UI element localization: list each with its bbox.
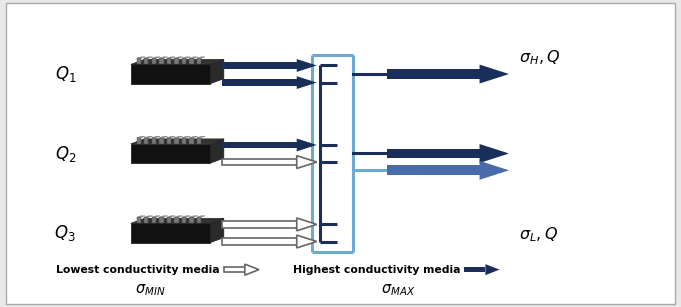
Bar — [464, 267, 486, 273]
Bar — [221, 79, 297, 86]
Polygon shape — [167, 216, 175, 217]
Polygon shape — [152, 57, 160, 58]
Polygon shape — [297, 76, 317, 89]
Polygon shape — [159, 57, 168, 58]
Bar — [189, 217, 193, 223]
Bar — [197, 58, 201, 64]
Bar — [221, 142, 297, 148]
Bar — [182, 217, 186, 223]
Bar — [144, 217, 148, 223]
Bar — [221, 221, 297, 227]
Polygon shape — [131, 139, 224, 144]
Polygon shape — [182, 216, 190, 217]
Polygon shape — [144, 57, 153, 58]
Polygon shape — [479, 64, 509, 84]
Text: $Q_2$: $Q_2$ — [54, 143, 76, 164]
Polygon shape — [174, 136, 183, 138]
Polygon shape — [174, 216, 183, 217]
Bar — [152, 217, 156, 223]
Text: $\sigma_{MIN}$: $\sigma_{MIN}$ — [135, 282, 165, 298]
Polygon shape — [297, 59, 317, 72]
Polygon shape — [197, 136, 205, 138]
Text: $\sigma_{MAX}$: $\sigma_{MAX}$ — [381, 282, 415, 298]
Polygon shape — [137, 57, 145, 58]
Polygon shape — [297, 156, 317, 169]
Bar — [189, 138, 193, 144]
Bar — [137, 138, 141, 144]
Polygon shape — [159, 136, 168, 138]
Polygon shape — [210, 60, 224, 84]
Text: $\sigma_H,Q$: $\sigma_H,Q$ — [519, 48, 560, 67]
Bar — [174, 58, 178, 64]
Bar — [167, 138, 171, 144]
Bar — [221, 159, 297, 165]
Polygon shape — [479, 161, 509, 180]
Polygon shape — [189, 136, 197, 138]
Polygon shape — [297, 218, 317, 231]
Polygon shape — [297, 138, 317, 151]
Bar — [152, 138, 156, 144]
Polygon shape — [137, 216, 145, 217]
Bar — [197, 138, 201, 144]
Bar — [167, 217, 171, 223]
Bar — [131, 144, 210, 163]
Bar — [387, 165, 479, 175]
Bar — [144, 138, 148, 144]
Polygon shape — [210, 139, 224, 163]
Bar — [159, 58, 163, 64]
Polygon shape — [479, 144, 509, 163]
Bar — [152, 58, 156, 64]
Bar — [223, 267, 244, 272]
Bar — [144, 58, 148, 64]
Bar — [182, 58, 186, 64]
Text: $Q_3$: $Q_3$ — [54, 223, 76, 243]
Polygon shape — [152, 216, 160, 217]
Polygon shape — [486, 264, 500, 275]
Polygon shape — [189, 216, 197, 217]
Bar — [174, 217, 178, 223]
Polygon shape — [159, 216, 168, 217]
Polygon shape — [167, 57, 175, 58]
Bar — [387, 149, 479, 158]
Text: $\sigma_L,Q$: $\sigma_L,Q$ — [519, 225, 558, 244]
Polygon shape — [152, 136, 160, 138]
Polygon shape — [144, 216, 153, 217]
Polygon shape — [137, 136, 145, 138]
Bar — [167, 58, 171, 64]
Bar — [159, 217, 163, 223]
Bar — [197, 217, 201, 223]
Text: Lowest conductivity media: Lowest conductivity media — [56, 265, 219, 275]
Polygon shape — [131, 218, 224, 223]
Polygon shape — [144, 136, 153, 138]
Polygon shape — [182, 57, 190, 58]
Text: $Q_1$: $Q_1$ — [54, 64, 76, 84]
Polygon shape — [174, 57, 183, 58]
Bar — [221, 62, 297, 69]
Bar — [159, 138, 163, 144]
Polygon shape — [167, 136, 175, 138]
Bar — [137, 217, 141, 223]
Polygon shape — [210, 218, 224, 243]
Bar — [131, 64, 210, 84]
Text: Highest conductivity media: Highest conductivity media — [293, 265, 460, 275]
Bar — [174, 138, 178, 144]
Bar — [387, 69, 479, 79]
Polygon shape — [244, 264, 259, 275]
Bar — [131, 223, 210, 243]
Polygon shape — [182, 136, 190, 138]
Polygon shape — [189, 57, 197, 58]
Bar — [221, 238, 297, 245]
Bar — [137, 58, 141, 64]
Polygon shape — [197, 216, 205, 217]
Polygon shape — [197, 57, 205, 58]
Polygon shape — [297, 235, 317, 248]
Bar — [189, 58, 193, 64]
Polygon shape — [131, 60, 224, 64]
Bar — [182, 138, 186, 144]
